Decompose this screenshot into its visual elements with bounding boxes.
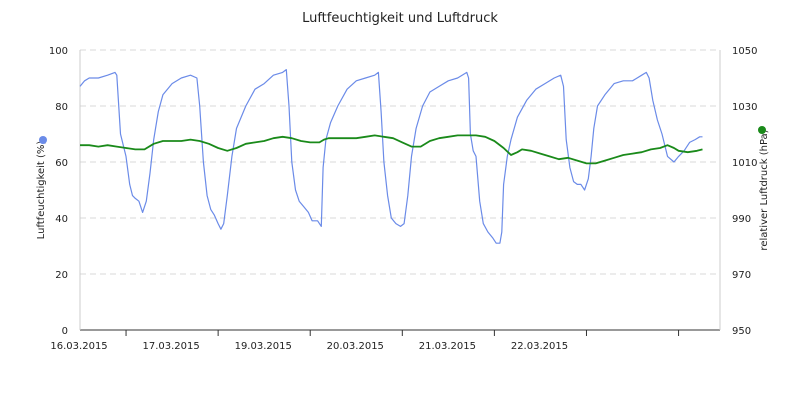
y-right-tick-label: 950 bbox=[732, 326, 751, 337]
x-tick-label: 19.03.2015 bbox=[235, 341, 292, 352]
y-right-tick-label: 1030 bbox=[732, 102, 757, 113]
y-left-tick-label: 60 bbox=[55, 158, 68, 169]
y-right-tick-label: 990 bbox=[732, 214, 751, 225]
y-left-tick-label: 0 bbox=[62, 326, 68, 337]
x-tick-label: 21.03.2015 bbox=[419, 341, 476, 352]
y-right-tick-label: 970 bbox=[732, 270, 751, 281]
y-right-axis-label: relativer Luftdruck (hPa) bbox=[759, 129, 770, 250]
axis-layer: 0 950 20 970 40 990 60 1010 80 1030 100 1050 16.03.2… bbox=[49, 46, 758, 352]
y-left-tick-label: 100 bbox=[49, 46, 68, 57]
humidity-series-line bbox=[79, 69, 703, 244]
pressure-series-line bbox=[80, 134, 703, 165]
y-right-tick-label: 1010 bbox=[732, 158, 757, 169]
y-right-legend-dot bbox=[758, 126, 766, 134]
series-layer bbox=[79, 69, 703, 244]
x-tick-label: 22.03.2015 bbox=[511, 341, 568, 352]
y-left-legend-dot bbox=[39, 136, 47, 144]
x-tick-label: 20.03.2015 bbox=[327, 341, 384, 352]
y-left-tick-label: 20 bbox=[55, 270, 68, 281]
x-tick-label: 17.03.2015 bbox=[142, 341, 199, 352]
grid-layer bbox=[80, 49, 720, 275]
y-left-tick-label: 40 bbox=[55, 214, 68, 225]
y-right-tick-label: 1050 bbox=[732, 46, 757, 57]
y-left-tick-label: 80 bbox=[55, 102, 68, 113]
chart-title: Luftfeuchtigkeit und Luftdruck bbox=[302, 11, 498, 26]
x-tick-label: 16.03.2015 bbox=[50, 341, 107, 352]
y-left-axis-label: Luftfeuchtigkeit (%) bbox=[36, 141, 47, 240]
